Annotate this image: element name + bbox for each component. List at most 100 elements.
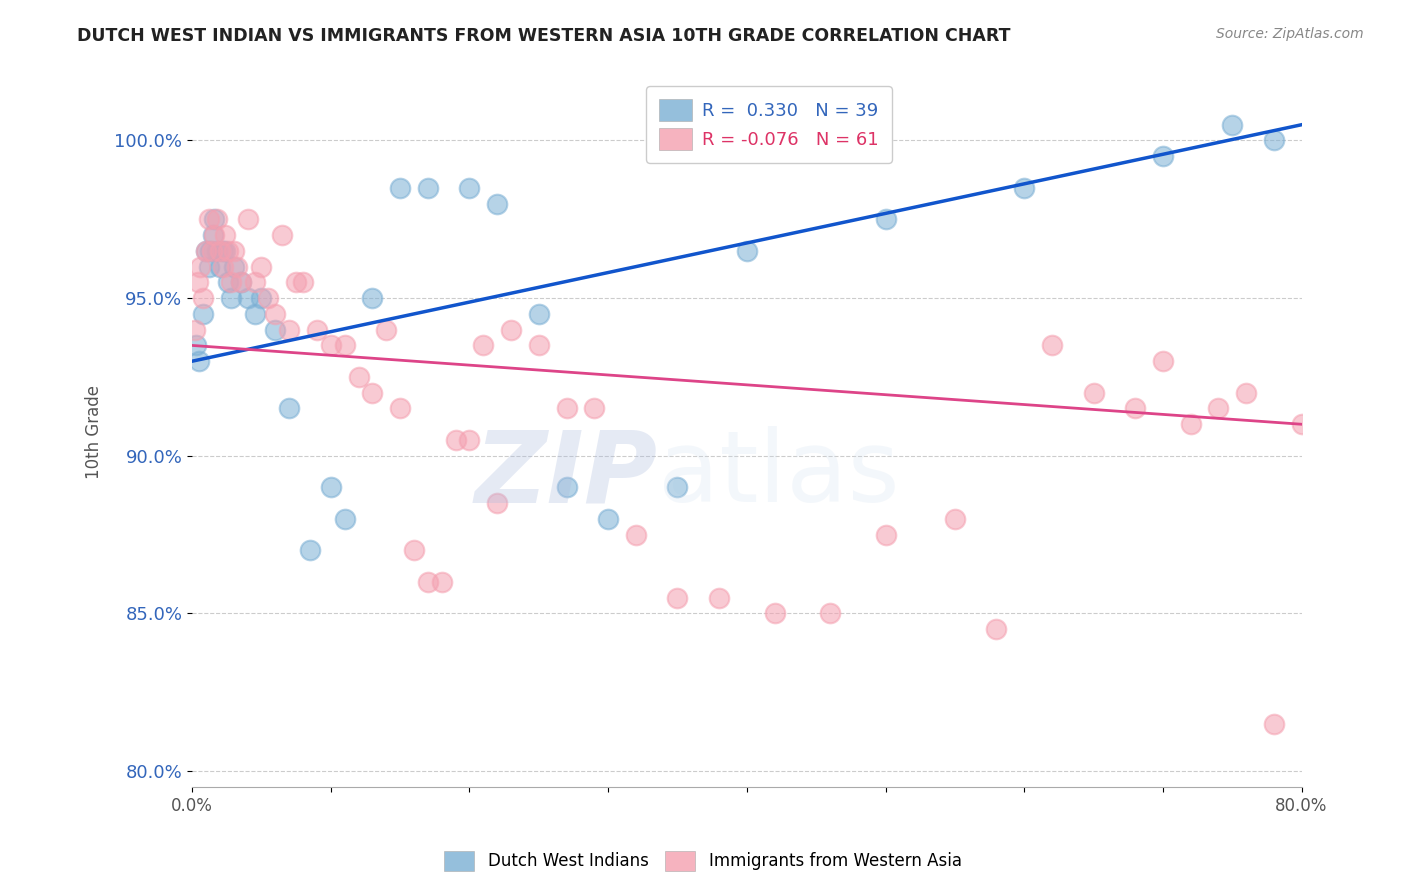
Point	[197, 260, 219, 274]
Point	[943, 512, 966, 526]
Point	[217, 244, 239, 258]
Point	[236, 291, 259, 305]
Point	[202, 228, 225, 243]
Point	[1291, 417, 1313, 432]
Point	[416, 181, 439, 195]
Point	[555, 401, 578, 416]
Point	[735, 244, 758, 258]
Point	[229, 276, 252, 290]
Point	[236, 212, 259, 227]
Point	[229, 276, 252, 290]
Point	[486, 496, 509, 510]
Point	[1208, 401, 1230, 416]
Point	[319, 480, 342, 494]
Point	[486, 196, 509, 211]
Point	[208, 260, 231, 274]
Point	[214, 244, 236, 258]
Point	[186, 338, 208, 352]
Point	[211, 260, 233, 274]
Point	[222, 244, 245, 258]
Point	[193, 307, 215, 321]
Point	[361, 291, 384, 305]
Point	[264, 323, 287, 337]
Point	[200, 244, 222, 258]
Point	[1123, 401, 1146, 416]
Legend: R =  0.330   N = 39, R = -0.076   N = 61: R = 0.330 N = 39, R = -0.076 N = 61	[647, 87, 891, 163]
Text: Source: ZipAtlas.com: Source: ZipAtlas.com	[1216, 27, 1364, 41]
Point	[217, 276, 239, 290]
Point	[205, 244, 228, 258]
Point	[219, 291, 242, 305]
Point	[208, 244, 231, 258]
Point	[278, 401, 301, 416]
Point	[278, 323, 301, 337]
Point	[264, 307, 287, 321]
Point	[243, 307, 266, 321]
Point	[1012, 181, 1035, 195]
Point	[333, 512, 356, 526]
Point	[298, 543, 321, 558]
Point	[211, 244, 233, 258]
Point	[707, 591, 730, 605]
Point	[195, 244, 218, 258]
Point	[472, 338, 495, 352]
Point	[305, 323, 328, 337]
Legend: Dutch West Indians, Immigrants from Western Asia: Dutch West Indians, Immigrants from West…	[436, 842, 970, 880]
Point	[1234, 385, 1257, 400]
Point	[184, 323, 207, 337]
Point	[333, 338, 356, 352]
Point	[1180, 417, 1202, 432]
Point	[986, 622, 1008, 636]
Point	[197, 212, 219, 227]
Point	[555, 480, 578, 494]
Point	[257, 291, 280, 305]
Point	[527, 307, 550, 321]
Point	[319, 338, 342, 352]
Point	[193, 291, 215, 305]
Point	[1263, 134, 1285, 148]
Text: ZIP: ZIP	[475, 426, 658, 524]
Point	[430, 574, 453, 589]
Point	[1083, 385, 1105, 400]
Point	[583, 401, 606, 416]
Point	[222, 260, 245, 274]
Point	[243, 276, 266, 290]
Point	[375, 323, 398, 337]
Point	[501, 323, 523, 337]
Point	[201, 228, 224, 243]
Point	[389, 401, 412, 416]
Point	[624, 527, 647, 541]
Point	[598, 512, 620, 526]
Point	[1152, 149, 1174, 163]
Point	[444, 433, 467, 447]
Point	[416, 574, 439, 589]
Point	[1220, 118, 1243, 132]
Point	[389, 181, 412, 195]
Point	[250, 260, 273, 274]
Point	[458, 181, 481, 195]
Point	[250, 291, 273, 305]
Point	[225, 260, 247, 274]
Point	[188, 354, 211, 368]
Point	[1152, 354, 1174, 368]
Point	[214, 228, 236, 243]
Point	[1040, 338, 1063, 352]
Point	[202, 212, 225, 227]
Point	[190, 260, 212, 274]
Point	[219, 276, 242, 290]
Point	[198, 244, 221, 258]
Point	[402, 543, 425, 558]
Point	[292, 276, 315, 290]
Point	[361, 385, 384, 400]
Text: atlas: atlas	[658, 426, 900, 524]
Point	[818, 607, 841, 621]
Point	[527, 338, 550, 352]
Point	[666, 480, 689, 494]
Text: DUTCH WEST INDIAN VS IMMIGRANTS FROM WESTERN ASIA 10TH GRADE CORRELATION CHART: DUTCH WEST INDIAN VS IMMIGRANTS FROM WES…	[77, 27, 1011, 45]
Point	[195, 244, 218, 258]
Point	[1263, 716, 1285, 731]
Point	[666, 591, 689, 605]
Point	[763, 607, 786, 621]
Y-axis label: 10th Grade: 10th Grade	[86, 385, 103, 479]
Point	[875, 527, 897, 541]
